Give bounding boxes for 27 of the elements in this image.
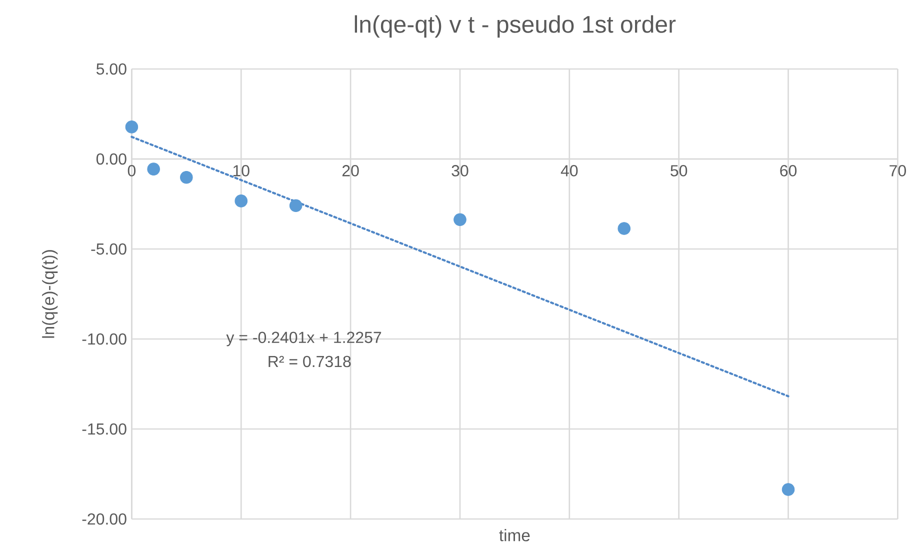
x-tick-label: 30 xyxy=(452,165,468,176)
y-tick-label: -5.00 xyxy=(91,243,126,255)
x-tick-label: 40 xyxy=(560,165,578,176)
x-tick-label: 70 xyxy=(890,165,906,176)
point xyxy=(289,199,302,212)
annotation: R² = 0.7318 xyxy=(268,356,351,368)
y-tick-label: 5.00 xyxy=(96,63,126,75)
y-tick-label: -10.00 xyxy=(82,333,126,345)
x-tick-label: 20 xyxy=(342,165,359,176)
y-axis-title: ln(q(e)-(q(t)) xyxy=(42,250,58,338)
x-tick-label: 60 xyxy=(780,165,797,176)
y-tick-label: 0.00 xyxy=(96,153,126,165)
point xyxy=(454,213,466,226)
point xyxy=(234,194,248,208)
point xyxy=(618,222,631,235)
point xyxy=(782,483,795,496)
x-tick-label: 10 xyxy=(233,165,250,176)
x-tick-label: 50 xyxy=(670,165,688,176)
point xyxy=(180,170,193,184)
x-tick-label: 0 xyxy=(128,165,136,176)
point xyxy=(147,162,160,176)
y-tick-label: -15.00 xyxy=(82,423,126,435)
y-tick-label: -20.00 xyxy=(82,513,126,525)
x-axis-title: time xyxy=(499,529,530,542)
point xyxy=(125,120,138,134)
chart-title: ln(qe-qt) v t - pseudo 1st order xyxy=(354,15,676,38)
annotation: y = -0.2401x + 1.2257 xyxy=(226,332,382,346)
